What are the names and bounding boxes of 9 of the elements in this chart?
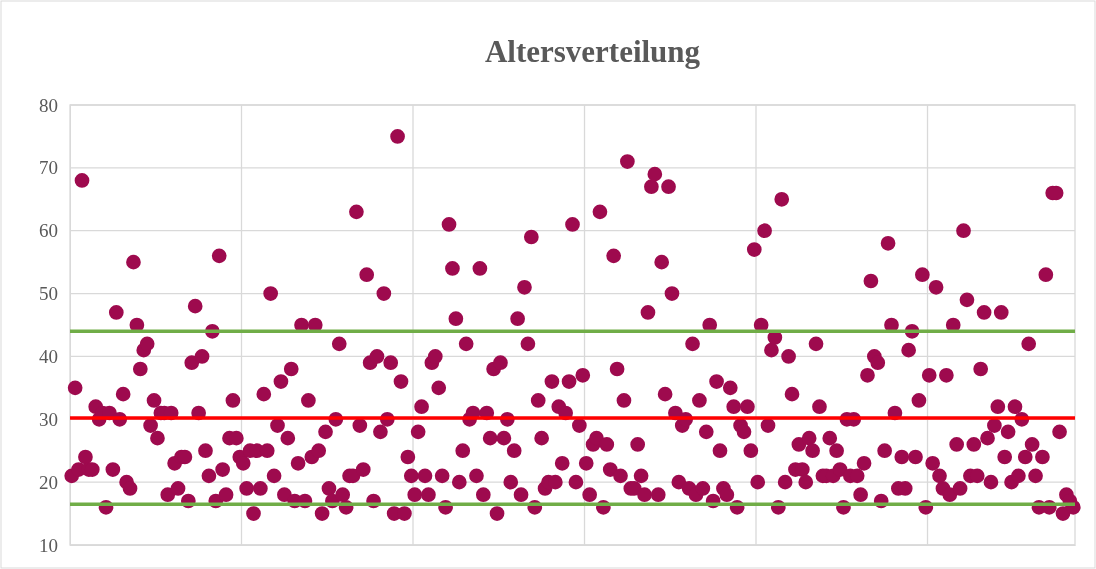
y-tick-label: 60 xyxy=(39,220,58,242)
y-tick-label: 30 xyxy=(39,408,58,430)
y-tick-label: 70 xyxy=(39,157,58,179)
y-tick-label: 10 xyxy=(39,534,58,556)
y-tick-label: 80 xyxy=(39,94,58,116)
y-tick-label: 20 xyxy=(39,471,58,493)
y-tick-label: 40 xyxy=(39,346,58,368)
y-tick-label: 50 xyxy=(39,283,58,305)
chart-title: Altersverteilung xyxy=(484,34,701,69)
